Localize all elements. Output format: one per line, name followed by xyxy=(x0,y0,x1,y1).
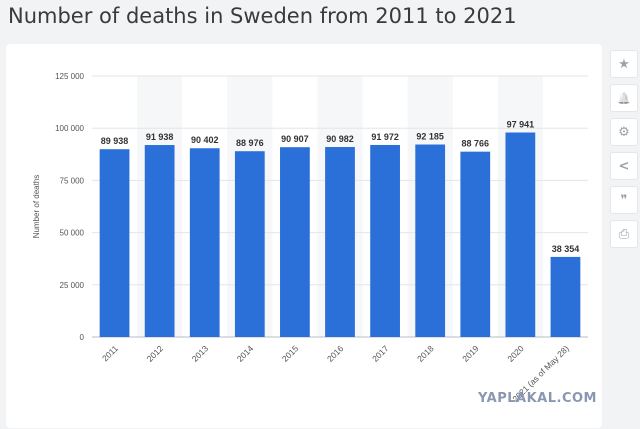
bar xyxy=(234,151,265,337)
cite-button[interactable]: ❞ xyxy=(610,186,638,214)
gear-icon: ⚙ xyxy=(618,124,630,140)
bar-chart: 0 25 000 50 000 75 000 100 000 125 000 Number … xyxy=(32,72,588,404)
x-tick-label: 2016 xyxy=(325,343,346,364)
x-tick-label: 2011 xyxy=(100,343,120,363)
x-tick-label: 2017 xyxy=(370,343,391,364)
y-tick-label: 25 000 xyxy=(60,281,85,290)
bar xyxy=(460,151,491,337)
data-label: 90 907 xyxy=(281,134,309,144)
data-label: 88 766 xyxy=(462,139,490,149)
bar xyxy=(189,148,220,337)
y-tick-label: 75 000 xyxy=(60,176,85,185)
share-icon: < xyxy=(618,158,630,174)
x-tick-label: 2014 xyxy=(235,343,256,364)
bar xyxy=(99,149,130,337)
bar xyxy=(144,145,175,337)
x-tick-label: 2013 xyxy=(190,343,211,364)
star-icon: ★ xyxy=(618,56,630,72)
y-tick-label: 50 000 xyxy=(60,229,85,238)
x-tick-label: 2012 xyxy=(145,343,166,364)
bar xyxy=(370,144,400,337)
chart-card: 0 25 000 50 000 75 000 100 000 125 000 Number … xyxy=(6,44,602,428)
x-tick-label: 2019 xyxy=(460,343,481,364)
print-icon: ⎙ xyxy=(618,226,630,242)
chart-toolbar: ★ 🔔 ⚙ < ❞ ⎙ xyxy=(610,50,640,254)
bar xyxy=(550,256,581,337)
favorite-button[interactable]: ★ xyxy=(610,50,638,78)
data-label: 90 982 xyxy=(326,134,354,144)
bell-icon: 🔔 xyxy=(617,91,631,105)
x-tick-label: 2020 xyxy=(505,343,526,364)
bar xyxy=(505,132,536,337)
data-label: 97 941 xyxy=(507,119,535,129)
data-label: 92 185 xyxy=(416,132,444,142)
x-tick-label: 2015 xyxy=(280,343,301,364)
data-label: 91 972 xyxy=(371,132,399,142)
print-button[interactable]: ⎙ xyxy=(610,220,638,248)
x-tick-label: 2018 xyxy=(415,343,436,364)
y-tick-label: 125 000 xyxy=(55,72,84,81)
y-tick-label: 100 000 xyxy=(55,124,84,133)
data-label: 38 354 xyxy=(552,244,580,254)
data-label: 88 976 xyxy=(236,138,264,148)
watermark: YAPLAKAL.COM xyxy=(478,391,597,406)
settings-button[interactable]: ⚙ xyxy=(610,118,638,146)
bar xyxy=(415,144,446,337)
share-button[interactable]: < xyxy=(610,152,638,180)
notification-button[interactable]: 🔔 xyxy=(610,84,638,112)
bar xyxy=(280,147,310,337)
page-title: Number of deaths in Sweden from 2011 to … xyxy=(8,4,517,28)
data-label: 90 402 xyxy=(191,135,219,145)
quote-icon: ❞ xyxy=(620,192,628,208)
data-label: 89 938 xyxy=(101,136,129,146)
y-tick-label: 0 xyxy=(80,333,85,342)
bar xyxy=(325,147,355,337)
data-label: 91 938 xyxy=(146,132,174,142)
y-axis-label: Number of deaths xyxy=(32,175,41,239)
